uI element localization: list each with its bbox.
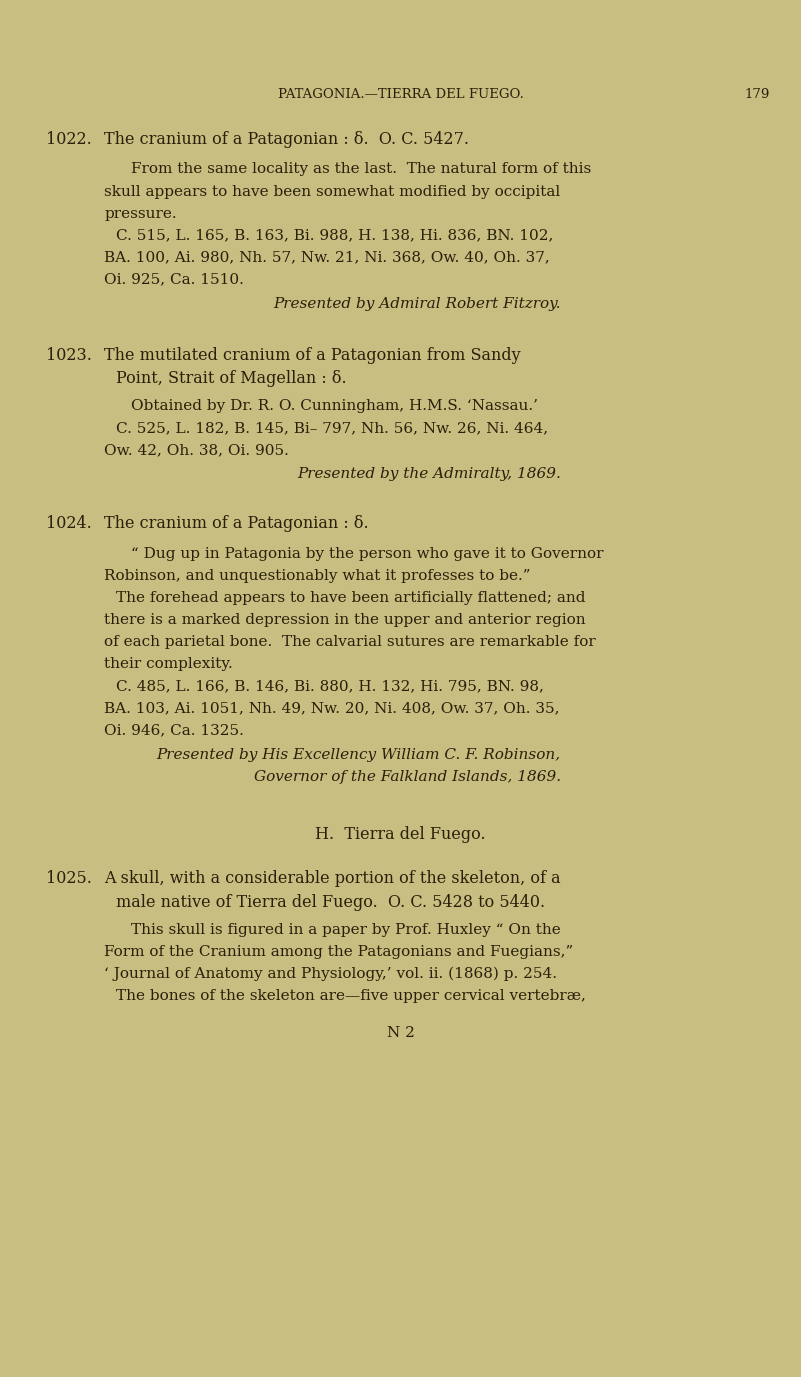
Text: 1024.: 1024. [46,515,92,532]
Text: BA. 100, Ai. 980, Nh. 57, Nw. 21, Ni. 368, Ow. 40, Oh. 37,: BA. 100, Ai. 980, Nh. 57, Nw. 21, Ni. 36… [104,251,549,264]
Text: C. 515, L. 165, B. 163, Bi. 988, H. 138, Hi. 836, BN. 102,: C. 515, L. 165, B. 163, Bi. 988, H. 138,… [116,229,553,242]
Text: The cranium of a Patagonian : δ.  O. C. 5427.: The cranium of a Patagonian : δ. O. C. 5… [104,131,469,147]
Text: C. 525, L. 182, B. 145, Bi– 797, Nh. 56, Nw. 26, Ni. 464,: C. 525, L. 182, B. 145, Bi– 797, Nh. 56,… [116,421,548,435]
Text: Governor of the Falkland Islands, 1869.: Governor of the Falkland Islands, 1869. [254,770,561,784]
Text: of each parietal bone.  The calvarial sutures are remarkable for: of each parietal bone. The calvarial sut… [104,635,596,649]
Text: The cranium of a Patagonian : δ.: The cranium of a Patagonian : δ. [104,515,368,532]
Text: Point, Strait of Magellan : δ.: Point, Strait of Magellan : δ. [116,370,347,387]
Text: Oi. 946, Ca. 1325.: Oi. 946, Ca. 1325. [104,723,244,737]
Text: “ Dug up in Patagonia by the person who gave it to Governor: “ Dug up in Patagonia by the person who … [131,547,603,560]
Text: Ow. 42, Oh. 38, Oi. 905.: Ow. 42, Oh. 38, Oi. 905. [104,443,289,457]
Text: 1025.: 1025. [46,870,92,887]
Text: pressure.: pressure. [104,207,177,220]
Text: Obtained by Dr. R. O. Cunningham, H.M.S. ‘Nassau.’: Obtained by Dr. R. O. Cunningham, H.M.S.… [131,399,537,413]
Text: N 2: N 2 [387,1026,414,1040]
Text: 1023.: 1023. [46,347,92,364]
Text: From the same locality as the last.  The natural form of this: From the same locality as the last. The … [131,162,591,176]
Text: BA. 103, Ai. 1051, Nh. 49, Nw. 20, Ni. 408, Ow. 37, Oh. 35,: BA. 103, Ai. 1051, Nh. 49, Nw. 20, Ni. 4… [104,701,560,715]
Text: Presented by Admiral Robert Fitzroy.: Presented by Admiral Robert Fitzroy. [273,297,561,311]
Text: their complexity.: their complexity. [104,657,233,671]
Text: 1022.: 1022. [46,131,92,147]
Text: H.  Tierra del Fuego.: H. Tierra del Fuego. [315,826,486,843]
Text: Presented by the Admiralty, 1869.: Presented by the Admiralty, 1869. [297,467,561,481]
Text: Presented by His Excellency William C. F. Robinson,: Presented by His Excellency William C. F… [156,748,561,761]
Text: 179: 179 [745,88,771,101]
Text: The forehead appears to have been artificially flattened; and: The forehead appears to have been artifi… [116,591,586,605]
Text: C. 485, L. 166, B. 146, Bi. 880, H. 132, Hi. 795, BN. 98,: C. 485, L. 166, B. 146, Bi. 880, H. 132,… [116,679,544,693]
Text: there is a marked depression in the upper and anterior region: there is a marked depression in the uppe… [104,613,586,627]
Text: The mutilated cranium of a Patagonian from Sandy: The mutilated cranium of a Patagonian fr… [104,347,521,364]
Text: ‘ Journal of Anatomy and Physiology,’ vol. ii. (1868) p. 254.: ‘ Journal of Anatomy and Physiology,’ vo… [104,967,557,980]
Text: A skull, with a considerable portion of the skeleton, of a: A skull, with a considerable portion of … [104,870,561,887]
Text: Form of the Cranium among the Patagonians and Fuegians,”: Form of the Cranium among the Patagonian… [104,945,574,958]
Text: Robinson, and unquestionably what it professes to be.”: Robinson, and unquestionably what it pro… [104,569,530,582]
Text: PATAGONIA.—TIERRA DEL FUEGO.: PATAGONIA.—TIERRA DEL FUEGO. [278,88,523,101]
Text: This skull is figured in a paper by Prof. Huxley “ On the: This skull is figured in a paper by Prof… [131,923,561,936]
Text: skull appears to have been somewhat modified by occipital: skull appears to have been somewhat modi… [104,185,561,198]
Text: The bones of the skeleton are—five upper cervical vertebræ,: The bones of the skeleton are—five upper… [116,989,586,1002]
Text: male native of Tierra del Fuego.  O. C. 5428 to 5440.: male native of Tierra del Fuego. O. C. 5… [116,894,545,910]
Text: Oi. 925, Ca. 1510.: Oi. 925, Ca. 1510. [104,273,244,286]
